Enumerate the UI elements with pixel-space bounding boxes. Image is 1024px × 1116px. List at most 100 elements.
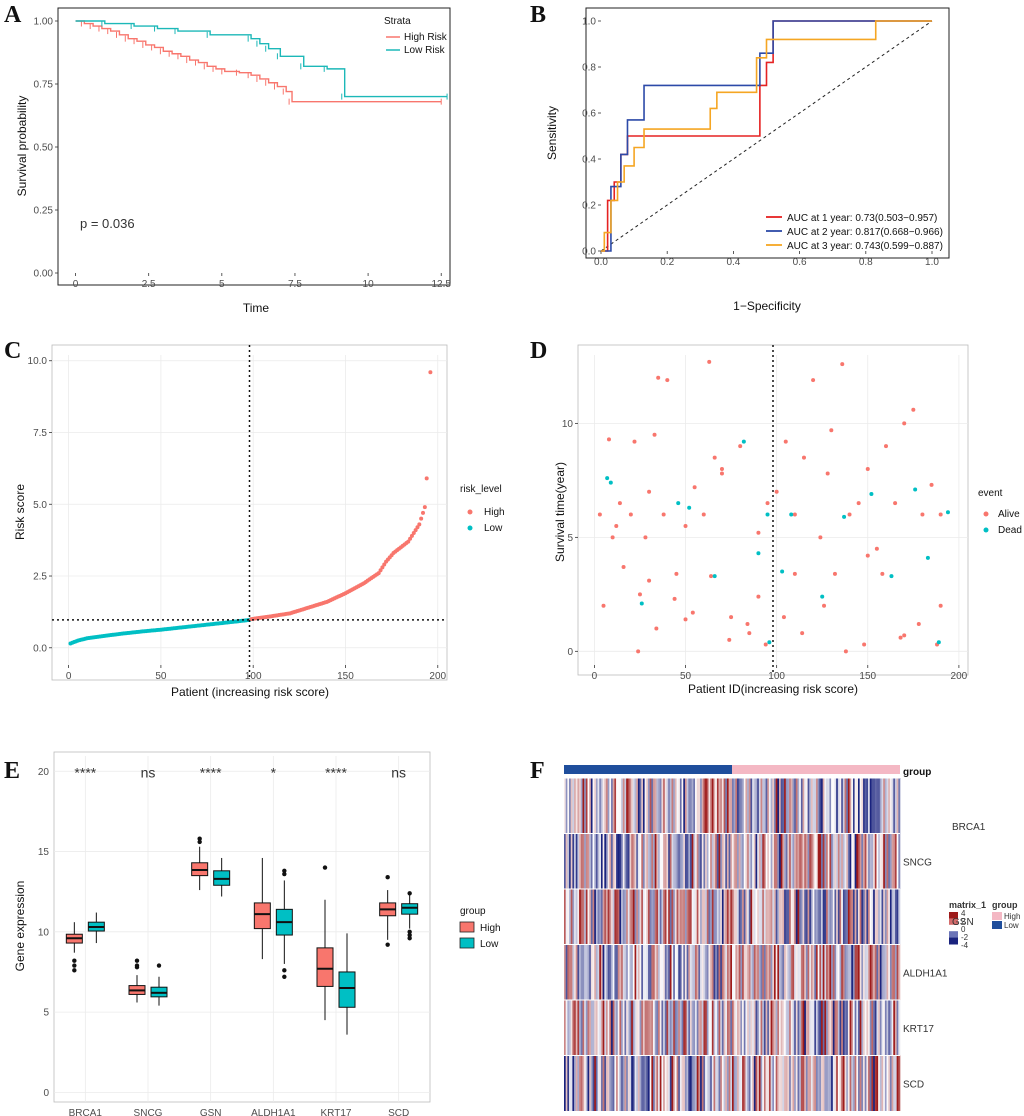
heatmap-cell xyxy=(684,1055,687,1111)
heatmap-cell xyxy=(683,889,686,945)
heatmap-cell xyxy=(784,833,787,889)
panel-c-ylabel: Risk score xyxy=(13,484,27,540)
heatmap-cell xyxy=(661,944,664,1000)
heatmap-cell xyxy=(836,889,839,945)
heatmap-cell xyxy=(812,778,815,834)
heatmap-cell xyxy=(678,833,681,889)
heatmap-cell xyxy=(863,1055,866,1111)
heatmap-cell xyxy=(810,778,813,834)
survival-point-alive xyxy=(811,378,816,383)
heatmap-cell xyxy=(784,1055,787,1111)
heatmap-cell xyxy=(663,778,666,834)
heatmap-cell xyxy=(868,833,871,889)
heatmap-cell xyxy=(750,1055,753,1111)
heatmap-cell xyxy=(740,889,743,945)
x-tick-label: 5 xyxy=(219,279,225,290)
survival-point-alive xyxy=(652,432,657,437)
heatmap-cell xyxy=(858,1000,860,1056)
heatmap-cell xyxy=(763,889,766,945)
heatmap-cell xyxy=(795,778,798,834)
x-tick-label: BRCA1 xyxy=(69,1108,103,1116)
box-outlier xyxy=(407,929,412,935)
heatmap-cell xyxy=(794,889,797,945)
heatmap-cell xyxy=(658,889,661,945)
heatmap-cell xyxy=(748,1055,751,1111)
heatmap-cell xyxy=(846,833,849,889)
heatmap-cell xyxy=(661,833,664,889)
heatmap-cell xyxy=(832,833,835,889)
heatmap-cell xyxy=(821,1055,824,1111)
roc-diagonal-line xyxy=(600,20,933,252)
x-tick-label: 1.0 xyxy=(925,257,939,268)
heatmap-cell xyxy=(834,833,837,889)
heatmap-cell xyxy=(789,1055,792,1111)
heatmap-cell xyxy=(839,1000,842,1056)
heatmap-cell xyxy=(595,778,598,834)
heatmap-cell xyxy=(797,944,800,1000)
heatmap-cell xyxy=(762,833,765,889)
survival-point-alive xyxy=(701,512,706,517)
heatmap-cell xyxy=(733,944,736,1000)
heatmap-cell xyxy=(805,889,808,945)
heatmap-cell xyxy=(590,1000,593,1056)
heatmap-cell xyxy=(869,1000,872,1056)
heatmap-cell xyxy=(695,944,698,1000)
survival-point-dead xyxy=(639,601,644,606)
heatmap-cell xyxy=(730,778,733,834)
heatmap-cell xyxy=(611,833,614,889)
heatmap-cell xyxy=(688,944,691,1000)
heatmap-cell xyxy=(579,889,582,945)
heatmap-cell xyxy=(742,1055,745,1111)
heatmap-cell xyxy=(700,944,703,1000)
heatmap-cell xyxy=(730,1055,733,1111)
heatmap-cell xyxy=(703,889,706,945)
heatmap-cell xyxy=(683,778,686,834)
heatmap-cell xyxy=(874,944,877,1000)
heatmap-cell xyxy=(753,833,756,889)
heatmap-cell xyxy=(844,778,847,834)
heatmap-cell xyxy=(726,944,729,1000)
heatmap-cell xyxy=(678,1000,681,1056)
heatmap-cell xyxy=(732,1000,734,1056)
heatmap-cell xyxy=(572,833,575,889)
heatmap-cell xyxy=(842,833,845,889)
heatmap-cell xyxy=(612,1000,615,1056)
heatmap-cell xyxy=(607,778,610,834)
heatmap-cell xyxy=(649,944,652,1000)
heatmap-cell xyxy=(718,944,721,1000)
heatmap-cell xyxy=(814,778,817,834)
heatmap-cell xyxy=(787,889,790,945)
y-tick-label: 10 xyxy=(562,419,574,430)
heatmap-cell xyxy=(869,833,872,889)
heatmap-cell xyxy=(676,944,679,1000)
heatmap-cell xyxy=(725,1000,728,1056)
heatmap-cell xyxy=(730,833,733,889)
heatmap-cell xyxy=(732,778,734,834)
x-tick-label: 0 xyxy=(66,671,72,682)
heatmap-cell xyxy=(876,833,879,889)
heatmap-cell xyxy=(745,1000,748,1056)
heatmap-cell xyxy=(721,1000,724,1056)
heatmap-cell xyxy=(678,889,681,945)
heatmap-cell xyxy=(894,833,897,889)
heatmap-cell xyxy=(852,833,855,889)
heatmap-cell xyxy=(644,1055,647,1111)
heatmap-cell xyxy=(668,778,671,834)
heatmap-cell xyxy=(644,778,647,834)
survival-point-alive xyxy=(656,375,661,380)
heatmap-cell xyxy=(604,1055,607,1111)
heatmap-cell xyxy=(772,1055,775,1111)
heatmap-cell xyxy=(753,889,756,945)
heatmap-cell xyxy=(621,833,624,889)
heatmap-cell xyxy=(891,833,894,889)
box-outlier xyxy=(385,875,390,880)
heatmap-cell xyxy=(802,889,805,945)
heatmap-cell xyxy=(829,1055,832,1111)
heatmap-cell xyxy=(762,1055,765,1111)
panel-d-plot: 0 50 100 150 200 0 5 10 xyxy=(562,345,968,682)
heatmap-cell xyxy=(684,833,687,889)
heatmap-cell xyxy=(898,1000,901,1056)
heatmap-cell xyxy=(849,944,852,1000)
heatmap-cell xyxy=(713,1055,716,1111)
color-scale-segment xyxy=(949,937,958,945)
